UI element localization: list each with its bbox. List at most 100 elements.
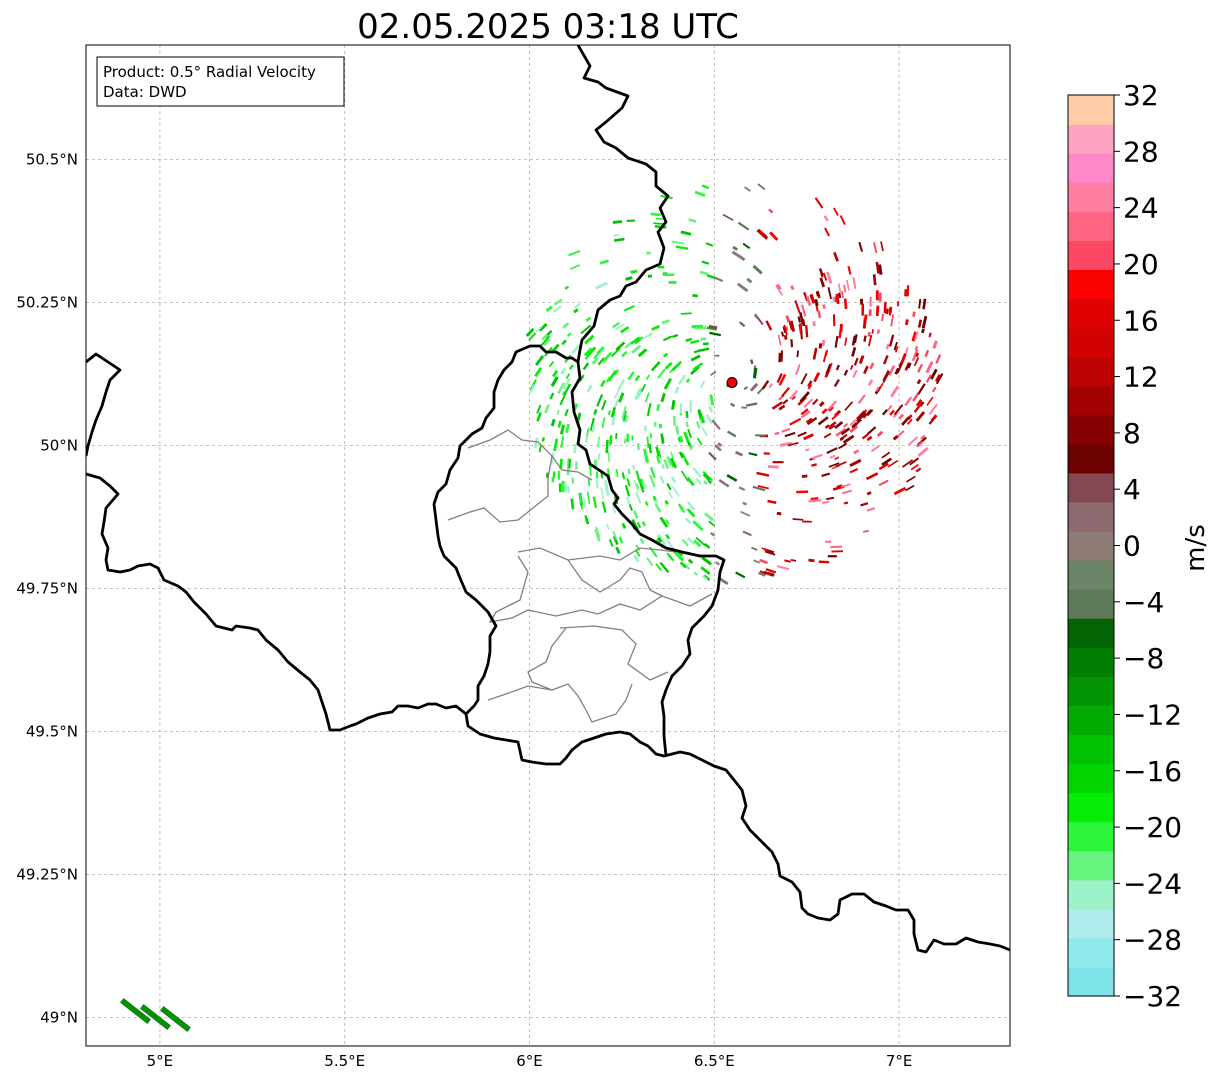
radar-echo — [662, 273, 675, 276]
radar-echo — [584, 435, 589, 443]
radar-echo — [841, 291, 844, 299]
radar-echo — [829, 454, 836, 459]
radar-echo — [818, 401, 825, 407]
radar-echo — [752, 264, 763, 275]
info-box: Product: 0.5° Radial Velocity Data: DWD — [96, 56, 345, 107]
colorbar-segment — [1068, 908, 1114, 939]
radar-echo — [852, 277, 857, 289]
radar-echo — [633, 554, 640, 563]
radar-echo — [851, 422, 858, 429]
radar-echo — [714, 354, 720, 357]
radar-echo — [799, 391, 810, 403]
radar-echo — [872, 274, 877, 286]
radar-echo — [843, 298, 848, 310]
radar-echo — [656, 403, 661, 412]
radar-echo — [675, 245, 689, 250]
radar-echo — [790, 339, 794, 348]
radar-echo — [670, 476, 677, 484]
colorbar-tick-label: −16 — [1123, 755, 1182, 788]
radar-echo — [594, 528, 601, 542]
radar-echo — [784, 559, 791, 563]
luxembourg-canton-boundaries — [447, 429, 713, 723]
radar-echo — [678, 435, 684, 443]
radar-echo — [635, 544, 641, 551]
radar-echo — [575, 461, 578, 470]
radar-echo — [533, 437, 539, 449]
radar-echo — [612, 535, 619, 545]
radar-echo — [827, 555, 837, 558]
colorbar-segment — [1068, 879, 1114, 910]
radar-echo — [742, 501, 748, 506]
radar-echo — [798, 325, 802, 333]
radar-echo — [627, 468, 631, 475]
radar-echo — [589, 417, 595, 431]
radar-echo — [737, 221, 750, 231]
radar-echo — [571, 343, 582, 355]
radar-echo — [601, 417, 606, 429]
radar-echo — [758, 571, 766, 577]
radar-echo — [686, 501, 696, 511]
radar-echo — [560, 367, 567, 375]
radar-echo — [640, 384, 647, 392]
radar-echo — [838, 292, 842, 299]
radar-echo — [627, 371, 635, 381]
radar-echo — [919, 401, 925, 407]
radar-echo — [646, 557, 654, 567]
radar-echo — [776, 283, 782, 290]
lon-tick-label: 6.5°E — [694, 1052, 735, 1070]
radar-echo — [543, 338, 551, 347]
radar-echo — [738, 486, 746, 491]
radar-echo — [867, 334, 873, 347]
radar-echo — [553, 438, 559, 452]
radar-echo — [892, 412, 899, 419]
radar-echo — [893, 486, 907, 496]
radar-echo — [765, 568, 777, 574]
radar-echo — [580, 324, 592, 335]
colorbar-tick-label: 4 — [1123, 473, 1141, 506]
radar-echo — [863, 529, 869, 533]
radar-echo — [763, 452, 770, 455]
radar-echo — [612, 321, 620, 329]
radar-echo — [869, 296, 872, 307]
colorbar-segment — [1068, 647, 1114, 677]
colorbar-segment — [1068, 618, 1114, 648]
radar-echo — [681, 452, 688, 462]
radar-echo — [671, 240, 685, 245]
radar-echo — [649, 466, 656, 479]
radar-echo — [708, 324, 718, 330]
radar-echo — [731, 250, 744, 260]
radar-echo — [778, 404, 786, 411]
radar-echo — [706, 274, 716, 280]
radar-echo — [715, 561, 720, 566]
radar-echo — [756, 471, 770, 477]
radar-echo — [921, 315, 928, 329]
radar-echo — [875, 386, 880, 392]
radar-echo — [904, 289, 908, 297]
radar-echo — [671, 360, 682, 371]
radar-echo — [529, 384, 536, 394]
radar-echo — [826, 271, 833, 284]
radar-echo — [904, 396, 913, 407]
radar-echo — [711, 419, 721, 430]
radar-echo — [774, 431, 780, 435]
lat-tick-label: 49.25°N — [16, 865, 78, 883]
lat-tick-label: 50.25°N — [16, 293, 78, 311]
radar-echo — [742, 242, 751, 250]
colorbar-segment — [1068, 211, 1114, 241]
radar-echo — [822, 304, 826, 310]
radar-echo — [692, 362, 704, 371]
radar-echo — [605, 440, 609, 454]
radar-echo — [888, 334, 895, 347]
radar-echo — [679, 561, 687, 569]
radar-echo — [827, 287, 832, 300]
radar-echo — [914, 331, 919, 341]
radar-echo — [559, 424, 566, 435]
radar-echo — [540, 335, 551, 347]
radar-echo — [699, 270, 709, 276]
radar-echo — [809, 293, 816, 304]
radar-echo — [647, 274, 653, 278]
radar-echo — [833, 207, 839, 216]
radar-echo — [680, 312, 692, 315]
colorbar-segment — [1068, 937, 1114, 968]
